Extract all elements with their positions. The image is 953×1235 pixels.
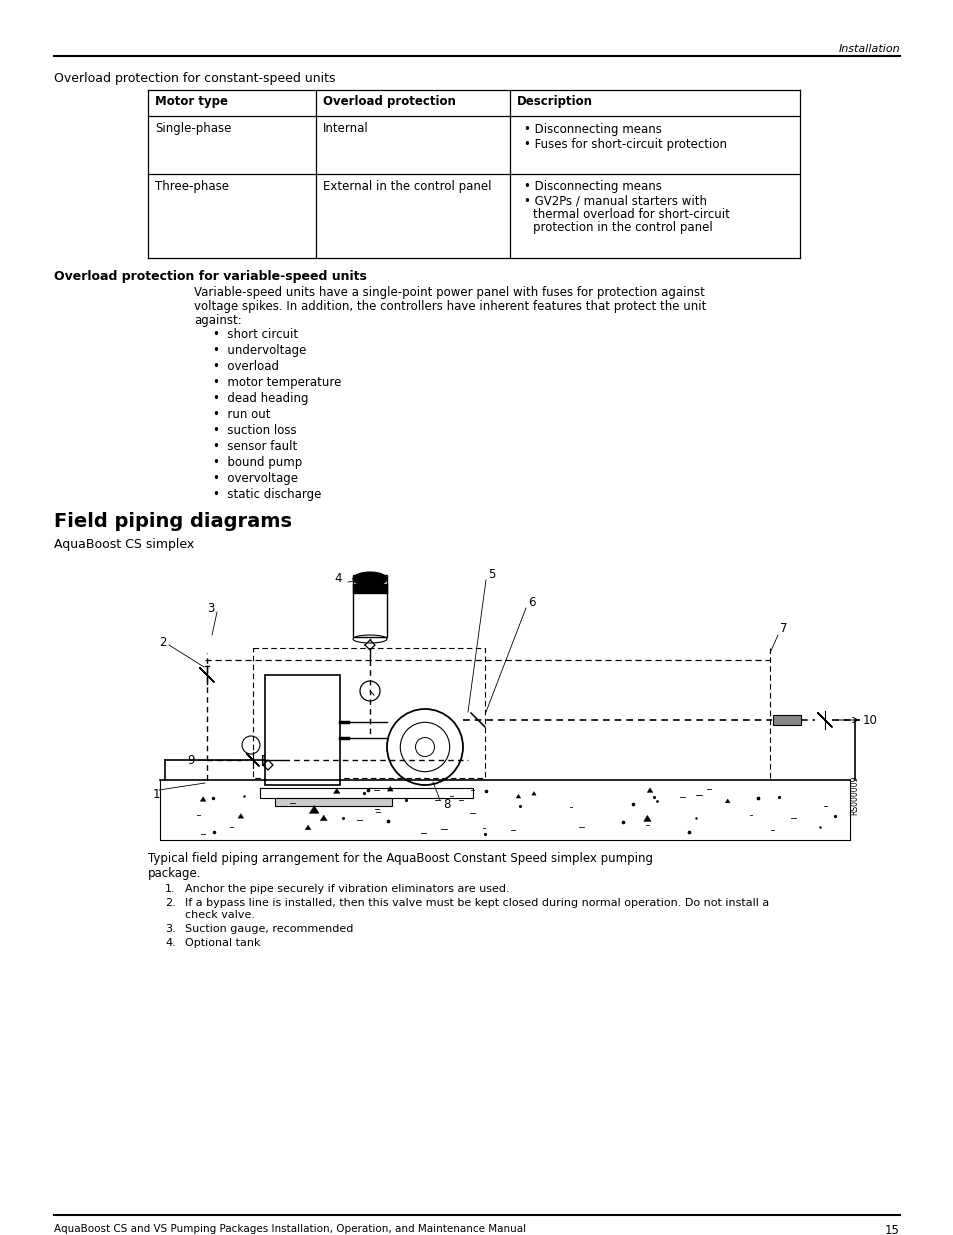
Text: check valve.: check valve. — [185, 910, 254, 920]
Text: • Disconnecting means: • Disconnecting means — [523, 180, 661, 193]
Polygon shape — [200, 797, 206, 802]
Polygon shape — [646, 788, 652, 793]
Text: External in the control panel: External in the control panel — [323, 180, 491, 193]
Bar — [353, 576, 387, 637]
Text: against:: against: — [193, 314, 241, 327]
Text: •  overload: • overload — [213, 359, 278, 373]
Text: 9: 9 — [188, 753, 194, 767]
Polygon shape — [334, 788, 339, 793]
Text: •  dead heading: • dead heading — [213, 391, 308, 405]
Text: 1.: 1. — [165, 884, 175, 894]
Text: 7: 7 — [780, 621, 786, 635]
Text: Overload protection: Overload protection — [323, 95, 456, 107]
Text: • Disconnecting means: • Disconnecting means — [523, 124, 661, 136]
Text: AquaBoost CS simplex: AquaBoost CS simplex — [54, 538, 194, 551]
Polygon shape — [643, 815, 651, 821]
Text: Optional tank: Optional tank — [185, 939, 260, 948]
Text: If a bypass line is installed, then this valve must be kept closed during normal: If a bypass line is installed, then this… — [185, 898, 768, 908]
Text: RS000009: RS000009 — [850, 776, 859, 815]
Polygon shape — [724, 799, 729, 803]
Text: •  motor temperature: • motor temperature — [213, 375, 341, 389]
Text: 3: 3 — [207, 601, 214, 615]
Text: • Fuses for short-circuit protection: • Fuses for short-circuit protection — [523, 138, 726, 151]
Text: Description: Description — [517, 95, 593, 107]
Text: Internal: Internal — [323, 122, 369, 135]
Polygon shape — [309, 805, 319, 814]
Text: Suction gauge, recommended: Suction gauge, recommended — [185, 924, 353, 934]
Text: • GV2Ps / manual starters with: • GV2Ps / manual starters with — [523, 195, 706, 207]
Text: Variable-speed units have a single-point power panel with fuses for protection a: Variable-speed units have a single-point… — [193, 287, 704, 299]
Text: Motor type: Motor type — [154, 95, 228, 107]
Text: package.: package. — [148, 867, 201, 881]
Text: 6: 6 — [527, 595, 535, 609]
Text: •  undervoltage: • undervoltage — [213, 345, 306, 357]
Bar — [772, 715, 801, 725]
Text: 15: 15 — [884, 1224, 899, 1235]
Text: AquaBoost CS and VS Pumping Packages Installation, Operation, and Maintenance Ma: AquaBoost CS and VS Pumping Packages Ins… — [54, 1224, 525, 1234]
Text: •  run out: • run out — [213, 408, 271, 421]
Polygon shape — [237, 814, 243, 818]
Text: 3.: 3. — [165, 924, 175, 934]
Bar — [274, 798, 392, 806]
Bar — [353, 584, 387, 593]
Text: voltage spikes. In addition, the controllers have inherent features that protect: voltage spikes. In addition, the control… — [193, 300, 705, 312]
Text: •  suction loss: • suction loss — [213, 424, 296, 437]
Text: Typical field piping arrangement for the AquaBoost Constant Speed simplex pumpin: Typical field piping arrangement for the… — [148, 852, 652, 864]
Text: Field piping diagrams: Field piping diagrams — [54, 513, 292, 531]
Ellipse shape — [353, 572, 387, 585]
Text: Anchor the pipe securely if vibration eliminators are used.: Anchor the pipe securely if vibration el… — [185, 884, 509, 894]
Text: 10: 10 — [862, 714, 877, 726]
Text: •  sensor fault: • sensor fault — [213, 440, 297, 453]
Bar — [260, 788, 473, 798]
Text: •  short circuit: • short circuit — [213, 329, 297, 341]
Text: Installation: Installation — [838, 44, 899, 54]
Text: Three-phase: Three-phase — [154, 180, 229, 193]
Text: 4.: 4. — [165, 939, 175, 948]
Text: Overload protection for variable-speed units: Overload protection for variable-speed u… — [54, 270, 367, 283]
Text: protection in the control panel: protection in the control panel — [533, 221, 712, 233]
Text: 2.: 2. — [165, 898, 175, 908]
Text: 4: 4 — [335, 572, 341, 584]
Text: Overload protection for constant-speed units: Overload protection for constant-speed u… — [54, 72, 335, 85]
Text: 2: 2 — [159, 636, 167, 648]
Text: •  overvoltage: • overvoltage — [213, 472, 297, 485]
Text: Single-phase: Single-phase — [154, 122, 232, 135]
Text: 1: 1 — [152, 788, 160, 802]
Polygon shape — [516, 794, 520, 798]
Polygon shape — [305, 825, 311, 830]
Polygon shape — [387, 787, 393, 792]
Text: •  bound pump: • bound pump — [213, 456, 302, 469]
Text: 5: 5 — [488, 568, 495, 582]
Polygon shape — [531, 792, 536, 795]
Bar — [262, 755, 284, 764]
Text: •  static discharge: • static discharge — [213, 488, 321, 501]
Bar — [265, 676, 339, 785]
Text: thermal overload for short-circuit: thermal overload for short-circuit — [533, 207, 729, 221]
Polygon shape — [320, 815, 327, 820]
Text: 8: 8 — [442, 799, 450, 811]
